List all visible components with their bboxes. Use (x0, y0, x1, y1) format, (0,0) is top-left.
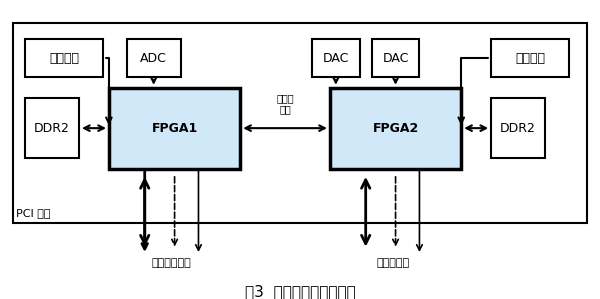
FancyBboxPatch shape (25, 39, 103, 77)
Text: DDR2: DDR2 (500, 122, 536, 135)
FancyBboxPatch shape (109, 88, 240, 169)
Text: FPGA1: FPGA1 (151, 122, 198, 135)
Text: ADC: ADC (140, 51, 167, 65)
Text: DAC: DAC (323, 51, 349, 65)
Text: 电源管理: 电源管理 (49, 51, 79, 65)
Text: 时钟管理: 时钟管理 (515, 51, 545, 65)
Text: 图3  信号处理板组成框图: 图3 信号处理板组成框图 (245, 285, 355, 299)
FancyBboxPatch shape (330, 88, 461, 169)
FancyBboxPatch shape (25, 98, 79, 158)
FancyBboxPatch shape (491, 98, 545, 158)
Text: FPGA2: FPGA2 (373, 122, 419, 135)
Text: DDR2: DDR2 (34, 122, 70, 135)
FancyBboxPatch shape (491, 39, 569, 77)
Text: 同步定时总线: 同步定时总线 (152, 258, 191, 268)
FancyBboxPatch shape (312, 39, 360, 77)
Text: 自定义
互联: 自定义 互联 (276, 93, 294, 115)
FancyBboxPatch shape (371, 39, 419, 77)
FancyBboxPatch shape (13, 23, 587, 222)
Text: PCI 总线: PCI 总线 (16, 208, 51, 219)
Text: 自定义总线: 自定义总线 (376, 258, 409, 268)
Text: DAC: DAC (382, 51, 409, 65)
FancyBboxPatch shape (127, 39, 181, 77)
